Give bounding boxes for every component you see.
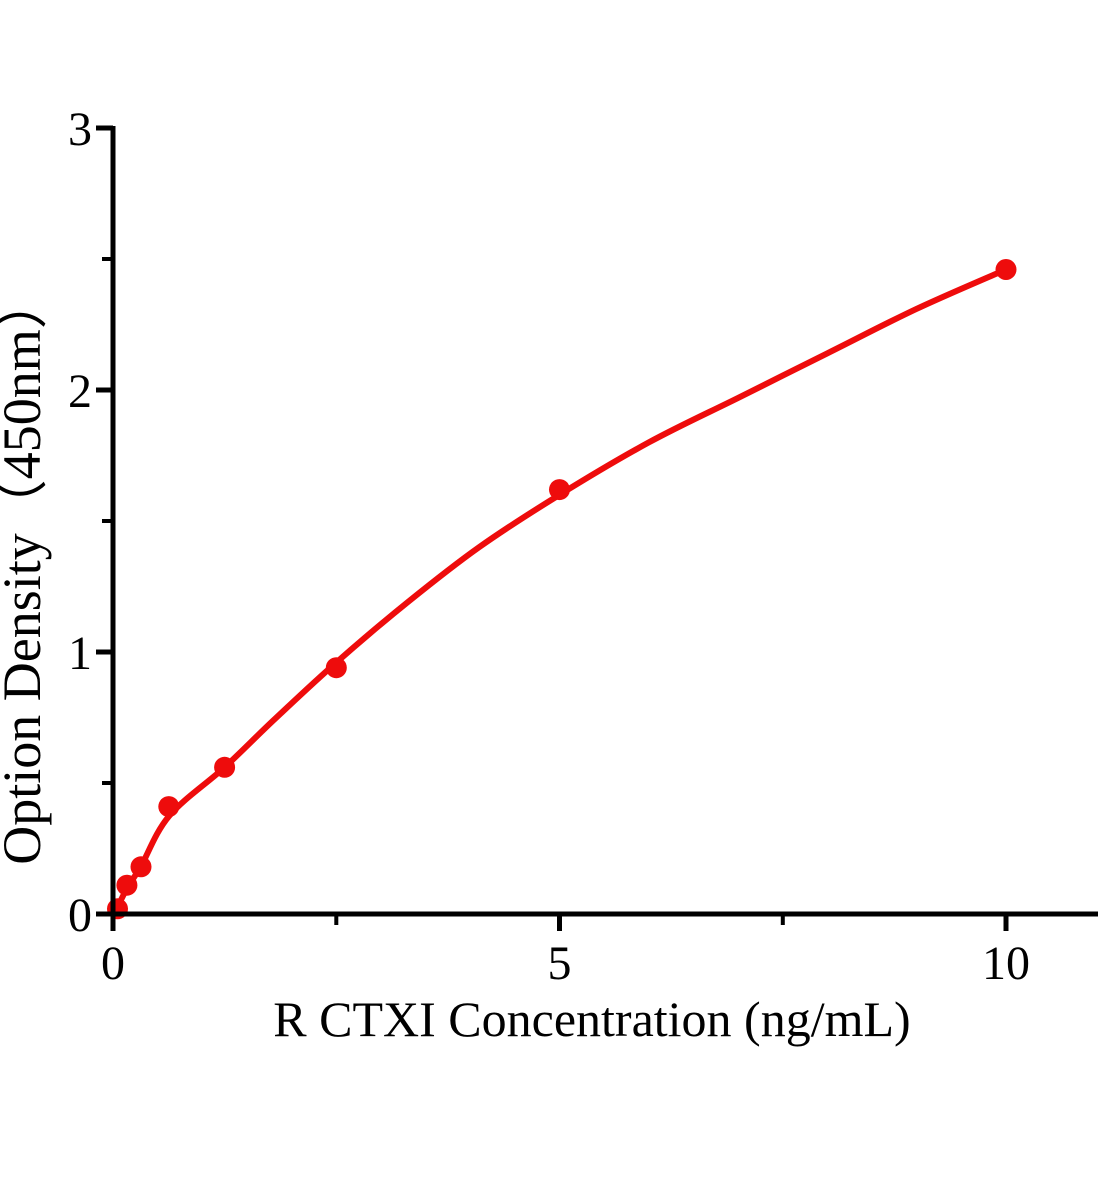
y-tick-label: 1: [68, 627, 92, 680]
x-tick-label: 0: [101, 937, 125, 990]
data-point: [325, 657, 347, 679]
x-tick-label: 10: [982, 937, 1030, 990]
x-tick-label: 5: [548, 937, 572, 990]
data-point: [214, 756, 236, 778]
fit-curve-line: [111, 266, 1009, 916]
x-axis-title: R CTXI Concentration (ng/mL): [273, 991, 910, 1047]
y-tick-label: 2: [68, 365, 92, 418]
data-point: [995, 259, 1017, 280]
y-axis-title: Option Density（450nm）: [0, 275, 52, 865]
data-point: [130, 856, 152, 878]
data-point: [549, 479, 570, 501]
series-layer: [107, 259, 1017, 920]
axes-layer: 0 5 10 0 1 2 3: [68, 103, 1098, 990]
y-tick-label: 3: [68, 103, 92, 156]
data-point: [116, 874, 138, 896]
axis-line: [110, 126, 1098, 917]
data-point: [158, 796, 180, 818]
y-tick-label: 0: [68, 889, 92, 942]
